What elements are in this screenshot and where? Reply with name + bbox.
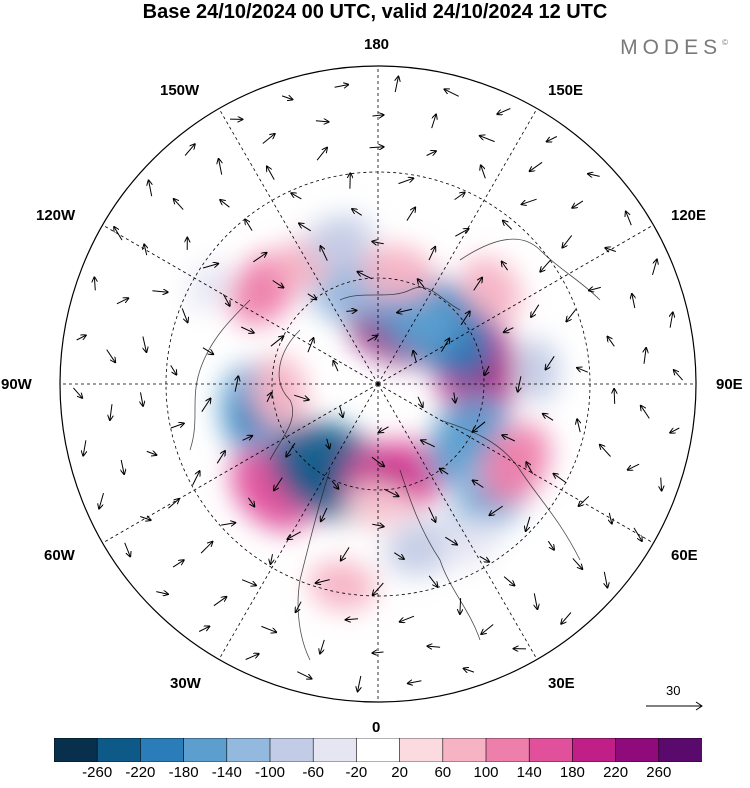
colorbar-swatch bbox=[356, 738, 400, 762]
colorbar-swatch bbox=[97, 738, 141, 762]
longitude-label-120w: 120W bbox=[36, 208, 75, 224]
longitude-label-60e: 60E bbox=[671, 548, 698, 564]
colorbar-tick-labels: -260 -220 -180 -140 -100 -60 -20 20 60 100 140 180 2… bbox=[0, 764, 750, 782]
colorbar-swatch bbox=[529, 738, 573, 762]
colorbar-swatch bbox=[140, 738, 184, 762]
colorbar-tick-label: 180 bbox=[560, 764, 585, 781]
longitude-label-0: 0 bbox=[372, 720, 380, 736]
anomaly-core bbox=[405, 534, 439, 561]
anomaly-core bbox=[380, 259, 414, 286]
anomaly-core bbox=[327, 574, 358, 598]
wind-arrow-icon bbox=[614, 389, 615, 404]
brand-name: MODES bbox=[620, 36, 722, 59]
colorbar-swatch bbox=[184, 738, 228, 762]
colorbar-swatch bbox=[227, 738, 271, 762]
colorbar-swatch bbox=[572, 738, 616, 762]
colorbar-tick-label: 220 bbox=[603, 764, 628, 781]
reference-arrow-icon bbox=[640, 683, 710, 713]
colorbar-tick-label: -180 bbox=[169, 764, 199, 781]
anomaly-core bbox=[445, 423, 491, 458]
longitude-label-150w: 150W bbox=[160, 83, 199, 99]
wind-arrow-icon bbox=[460, 598, 461, 614]
longitude-label-120e: 120E bbox=[671, 208, 706, 224]
colorbar-tick-label: -220 bbox=[125, 764, 155, 781]
anomaly-core bbox=[396, 300, 438, 333]
anomaly-core bbox=[324, 229, 355, 253]
colorbar-swatch bbox=[443, 738, 487, 762]
colorbar-tick-label: -140 bbox=[212, 764, 242, 781]
colorbar-tick-label: 20 bbox=[391, 764, 408, 781]
anomaly-core bbox=[456, 532, 484, 554]
longitude-label-30w: 30W bbox=[170, 676, 201, 692]
longitude-label-60w: 60W bbox=[44, 548, 75, 564]
colorbar-tick-label: -20 bbox=[346, 764, 368, 781]
colorbar-tick-label: 260 bbox=[646, 764, 671, 781]
reference-vector: 30 bbox=[640, 683, 710, 713]
colorbar-swatch bbox=[616, 738, 660, 762]
colorbar-tick-label: -60 bbox=[302, 764, 324, 781]
anomaly-core bbox=[522, 359, 552, 382]
colorbar-swatch bbox=[486, 738, 530, 762]
colorbar-swatch bbox=[54, 738, 98, 762]
brand-mark: © bbox=[722, 38, 728, 47]
colorbar-swatch bbox=[659, 738, 702, 762]
longitude-label-30e: 30E bbox=[548, 676, 575, 692]
colorbar-tick-label: 100 bbox=[473, 764, 498, 781]
longitude-label-90e: 90E bbox=[716, 377, 743, 393]
longitude-label-90w: 90W bbox=[1, 377, 32, 393]
colorbar-tick-label: 140 bbox=[517, 764, 542, 781]
colorbar-swatch bbox=[313, 738, 357, 762]
map-title: Base 24/10/2024 00 UTC, valid 24/10/2024… bbox=[0, 0, 750, 24]
longitude-label-150e: 150E bbox=[548, 83, 583, 99]
colorbar-swatch bbox=[270, 738, 314, 762]
colorbar-swatch bbox=[400, 738, 444, 762]
colorbar-tick-label: -260 bbox=[82, 764, 112, 781]
modes-logo: MODES© bbox=[620, 36, 728, 60]
colorbar-tick-label: -100 bbox=[255, 764, 285, 781]
longitude-label-180: 180 bbox=[364, 37, 389, 53]
colorbar-tick-label: 60 bbox=[434, 764, 451, 781]
colorbar bbox=[54, 738, 702, 762]
